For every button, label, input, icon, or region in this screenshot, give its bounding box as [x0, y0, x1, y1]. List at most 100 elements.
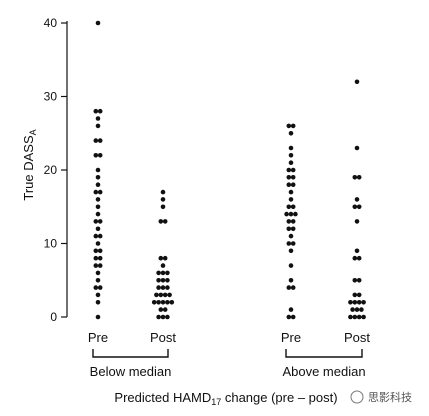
data-point — [293, 211, 298, 217]
data-point — [97, 285, 103, 290]
data-point — [352, 175, 358, 180]
category-label: Post — [150, 330, 176, 345]
data-point — [93, 138, 99, 143]
data-point — [160, 285, 166, 290]
data-point — [95, 300, 101, 305]
y-tick-label: 20 — [44, 163, 58, 177]
data-point — [165, 270, 170, 276]
data-point — [290, 314, 296, 320]
data-point — [286, 123, 292, 129]
data-point — [97, 138, 103, 143]
x-axis-title-suffix: change (pre – post) — [221, 390, 337, 405]
data-point — [95, 167, 101, 173]
data-point — [352, 278, 358, 283]
data-point — [154, 292, 159, 298]
data-point — [356, 204, 362, 210]
data-point — [284, 211, 289, 217]
data-point — [95, 241, 101, 246]
data-point — [95, 270, 101, 276]
data-points — [93, 20, 366, 320]
data-point — [160, 263, 166, 268]
data-point — [95, 182, 101, 187]
data-point — [95, 314, 101, 320]
watermark-text: 思影科技 — [368, 390, 412, 404]
watermark: 思影科技 — [350, 390, 412, 404]
data-point — [348, 300, 353, 305]
data-point — [286, 219, 292, 224]
data-point — [95, 116, 101, 121]
data-point — [162, 292, 168, 298]
data-point — [286, 175, 292, 180]
data-point — [288, 153, 294, 158]
data-point — [286, 204, 292, 210]
data-point — [95, 197, 101, 202]
data-point — [162, 307, 168, 312]
data-point — [162, 219, 168, 224]
data-point — [356, 300, 362, 305]
data-point — [165, 285, 170, 290]
data-point — [359, 307, 364, 312]
data-point — [93, 248, 99, 254]
category-label: Pre — [88, 330, 108, 345]
category-label: Pre — [281, 330, 301, 345]
x-axis-title-prefix: Predicted HAMD — [114, 390, 211, 405]
data-point — [156, 300, 161, 305]
data-point — [160, 270, 166, 276]
data-point — [290, 167, 296, 173]
data-point — [354, 79, 360, 85]
data-point — [288, 248, 294, 254]
data-point — [93, 153, 99, 158]
data-point — [290, 204, 296, 210]
data-point — [286, 167, 292, 173]
data-point — [158, 292, 164, 298]
data-point — [286, 241, 292, 246]
data-point — [160, 197, 166, 202]
data-point — [290, 241, 296, 246]
group-label: Below median — [90, 364, 172, 379]
data-point — [290, 285, 296, 290]
data-point — [151, 300, 157, 305]
data-point — [350, 307, 355, 312]
data-point — [160, 278, 166, 283]
data-point — [95, 204, 101, 210]
data-point — [288, 145, 294, 151]
y-tick-label: 40 — [44, 16, 58, 30]
data-point — [93, 108, 99, 114]
data-point — [97, 233, 103, 239]
data-point — [156, 278, 161, 283]
data-point — [352, 292, 358, 298]
data-point — [165, 314, 170, 320]
y-axis-title: True DASSA — [21, 129, 38, 200]
data-point — [93, 219, 99, 224]
data-point — [97, 219, 103, 224]
data-point — [286, 314, 292, 320]
data-point — [288, 131, 294, 136]
data-point — [288, 189, 294, 195]
data-point — [160, 189, 166, 195]
data-point — [156, 285, 161, 290]
data-point — [165, 278, 170, 283]
y-axis-title-main: True DASS — [21, 135, 36, 201]
data-point — [162, 255, 168, 261]
data-point — [97, 263, 103, 268]
data-point — [290, 175, 296, 180]
data-point — [290, 226, 296, 232]
data-point — [95, 292, 101, 298]
data-point — [290, 182, 296, 187]
data-point — [354, 145, 360, 151]
data-point — [160, 314, 166, 320]
data-point — [288, 278, 294, 283]
x-axis-title: Predicted HAMD17 change (pre – post) — [114, 390, 337, 407]
data-point — [158, 307, 164, 312]
data-point — [156, 270, 161, 276]
data-point — [290, 219, 296, 224]
data-point — [361, 314, 366, 320]
data-point — [97, 248, 103, 254]
data-point — [169, 300, 175, 305]
data-point — [97, 255, 103, 261]
data-point — [352, 204, 358, 210]
data-point — [288, 197, 294, 202]
data-point — [356, 255, 362, 261]
data-point — [352, 255, 358, 261]
